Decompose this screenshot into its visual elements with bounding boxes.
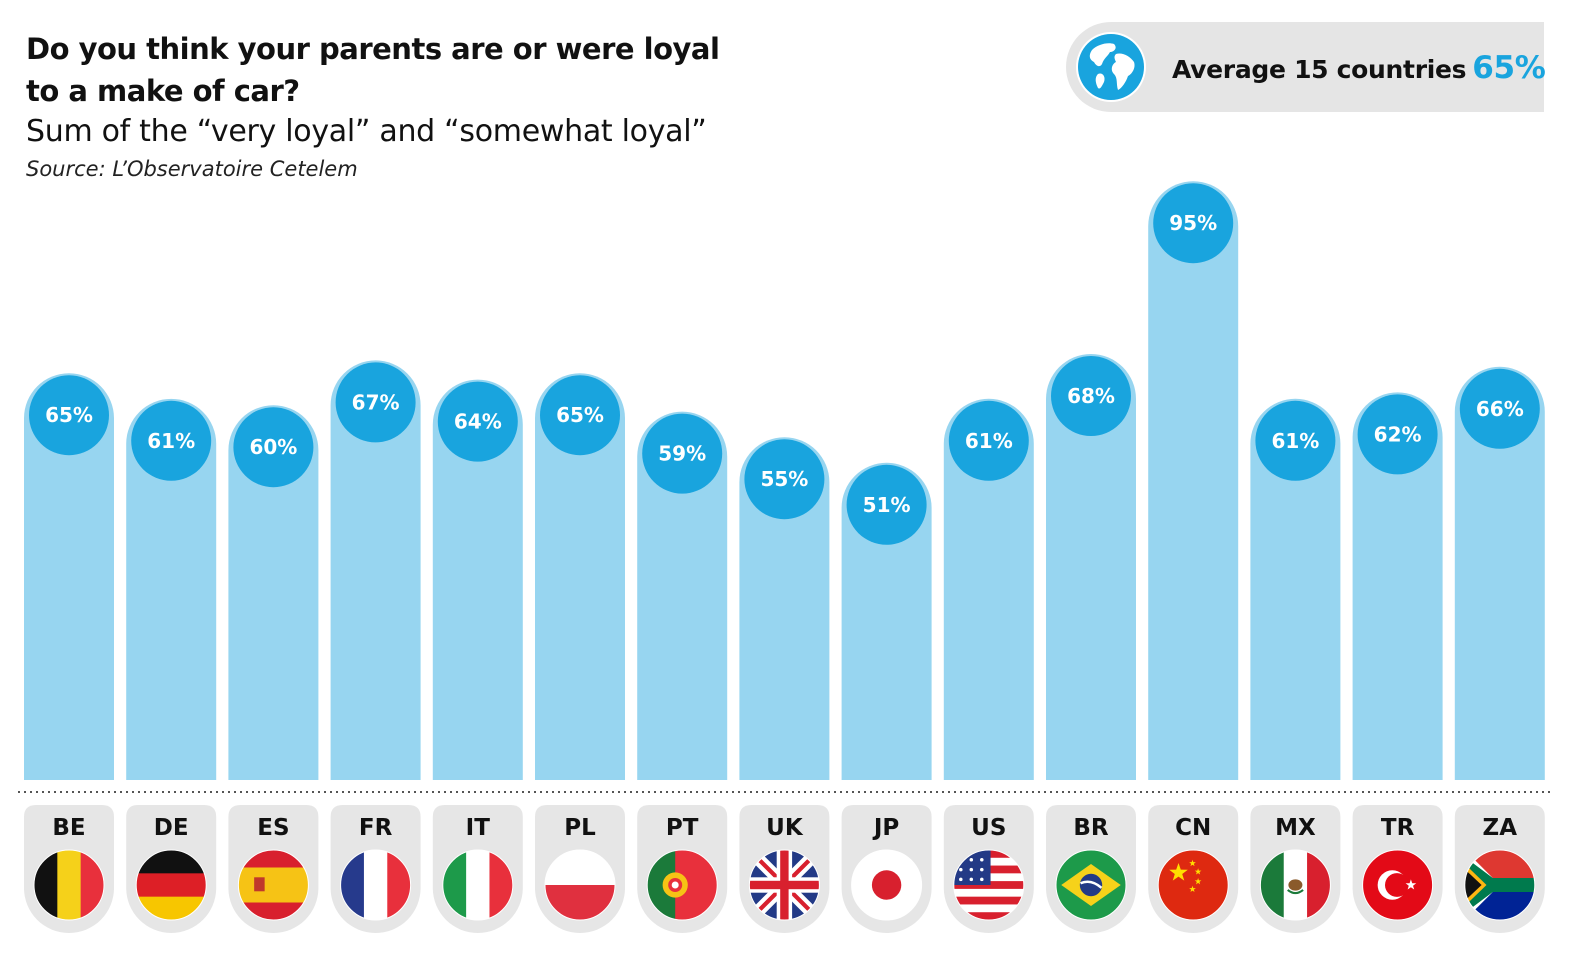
category-label-jp: JP xyxy=(872,815,899,841)
data-label-tr: 62% xyxy=(1374,422,1422,446)
china-flag-icon xyxy=(1157,849,1229,921)
data-label-es: 60% xyxy=(249,435,297,459)
bar-tr xyxy=(1352,392,1443,780)
data-label-us: 61% xyxy=(965,429,1013,453)
category-label-pl: PL xyxy=(564,815,596,841)
portugal-flag-icon xyxy=(646,849,718,921)
category-label-mx: MX xyxy=(1275,815,1316,841)
data-label-jp: 51% xyxy=(863,493,911,517)
poland-flag-icon xyxy=(544,849,616,921)
value-bubble-cn xyxy=(1153,183,1234,264)
category-label-de: DE xyxy=(154,815,189,841)
chart-title: Do you think your parents are or were lo… xyxy=(26,32,720,108)
japan-flag-icon xyxy=(851,849,923,921)
category-label-it: IT xyxy=(466,815,491,841)
chart-source: Source: L’Observatoire Cetelem xyxy=(26,157,358,181)
globe-icon xyxy=(1076,32,1146,102)
value-bubble-jp xyxy=(846,464,927,545)
data-label-it: 64% xyxy=(454,410,502,434)
bar-za xyxy=(1454,366,1545,780)
data-label-pt: 59% xyxy=(658,442,706,466)
spain-flag-icon xyxy=(237,849,309,921)
category-label-fr: FR xyxy=(359,815,393,841)
data-label-mx: 61% xyxy=(1271,429,1319,453)
bar-cn xyxy=(1148,181,1239,780)
bar-es xyxy=(228,405,319,780)
belgium-flag-icon xyxy=(33,849,105,921)
bar-pt xyxy=(637,411,728,780)
value-bubble-us xyxy=(948,400,1029,481)
category-label-uk: UK xyxy=(766,815,804,841)
category-label-cn: CN xyxy=(1175,815,1211,841)
value-bubble-za xyxy=(1459,368,1540,449)
value-bubble-es xyxy=(233,407,314,488)
bar-pl xyxy=(535,373,625,780)
average-label: Average 15 countries xyxy=(1172,55,1467,84)
value-bubble-uk xyxy=(744,439,825,520)
value-bubble-br xyxy=(1051,356,1131,436)
average-value: 65% xyxy=(1472,50,1546,86)
category-label-pt: PT xyxy=(666,815,699,841)
category-label-za: ZA xyxy=(1483,815,1518,841)
category-label-es: ES xyxy=(257,815,289,841)
bar-br xyxy=(1046,354,1136,780)
bar-uk xyxy=(739,437,830,780)
bar-jp xyxy=(841,462,932,780)
value-bubble-de xyxy=(131,400,212,481)
data-label-fr: 67% xyxy=(352,390,400,414)
data-label-pl: 65% xyxy=(556,403,604,427)
data-label-br: 68% xyxy=(1067,384,1115,408)
data-label-de: 61% xyxy=(147,429,195,453)
value-bubble-it xyxy=(437,381,518,462)
bar-fr xyxy=(330,360,421,780)
bar-us xyxy=(943,398,1034,780)
value-bubble-mx xyxy=(1255,400,1336,481)
bar-de xyxy=(126,398,217,780)
value-bubble-pt xyxy=(642,413,723,494)
bar-be xyxy=(24,373,114,780)
brazil-flag-icon xyxy=(1055,849,1127,921)
value-bubble-tr xyxy=(1357,394,1438,475)
italy-flag-icon xyxy=(442,849,514,921)
turkey-flag-icon xyxy=(1362,849,1434,921)
mexico-flag-icon xyxy=(1259,849,1331,921)
value-bubble-pl xyxy=(540,375,620,456)
uk-flag-icon xyxy=(748,849,820,921)
bar-mx xyxy=(1250,398,1341,780)
value-bubble-be xyxy=(29,375,109,456)
data-label-be: 65% xyxy=(45,403,93,427)
category-label-tr: TR xyxy=(1381,815,1415,841)
france-flag-icon xyxy=(340,849,412,921)
data-label-uk: 55% xyxy=(760,467,808,491)
data-label-cn: 95% xyxy=(1169,211,1217,235)
value-bubble-fr xyxy=(335,362,416,443)
data-label-za: 66% xyxy=(1476,397,1524,421)
category-label-be: BE xyxy=(52,815,85,841)
bar-it xyxy=(432,379,523,780)
category-label-us: US xyxy=(971,815,1006,841)
average-badge: Average 15 countries 65% xyxy=(1066,22,1546,112)
usa-flag-icon xyxy=(953,849,1025,921)
south-africa-flag-icon xyxy=(1464,849,1536,921)
category-label-br: BR xyxy=(1073,815,1109,841)
average-text: Average 15 countries 65% xyxy=(1172,50,1546,86)
germany-flag-icon xyxy=(135,849,207,921)
chart-subtitle: Sum of the “very loyal” and “somewhat lo… xyxy=(26,114,707,149)
